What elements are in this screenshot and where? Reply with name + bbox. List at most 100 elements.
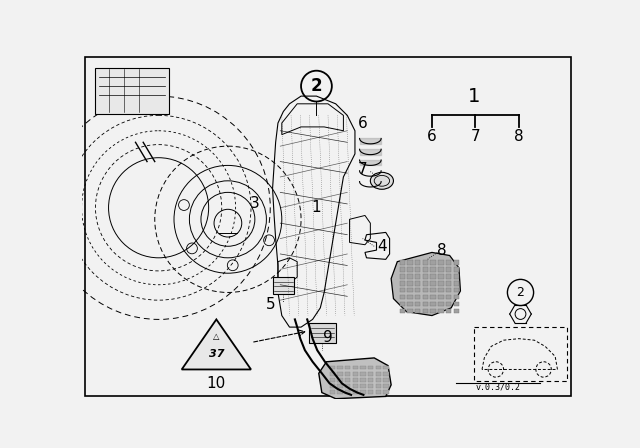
Bar (446, 274, 451, 279)
Bar (337, 390, 342, 394)
Bar (407, 302, 413, 306)
Bar (438, 295, 444, 299)
Bar (415, 260, 420, 265)
Bar (454, 260, 459, 265)
Bar (360, 390, 365, 394)
Bar (360, 378, 365, 382)
Bar (431, 295, 436, 299)
Bar (383, 366, 389, 370)
Bar (399, 274, 405, 279)
Bar (454, 302, 459, 306)
Bar (415, 267, 420, 271)
Bar (399, 267, 405, 271)
Bar (454, 288, 459, 293)
Bar (330, 366, 335, 370)
Bar (415, 288, 420, 293)
Polygon shape (182, 319, 251, 370)
Text: 2: 2 (516, 286, 524, 299)
Bar (415, 295, 420, 299)
Bar (431, 281, 436, 285)
Text: 7: 7 (358, 162, 367, 177)
Bar (360, 366, 365, 370)
Text: v.0.3/0.2: v.0.3/0.2 (476, 383, 520, 392)
Bar (422, 288, 428, 293)
Text: 9: 9 (323, 330, 333, 345)
Text: 4: 4 (377, 239, 387, 254)
Bar (376, 366, 381, 370)
Bar (454, 274, 459, 279)
Text: 37: 37 (209, 349, 224, 359)
Bar (431, 267, 436, 271)
Bar (407, 281, 413, 285)
Bar (407, 267, 413, 271)
Bar (431, 302, 436, 306)
Bar (454, 309, 459, 313)
Text: △: △ (213, 332, 220, 341)
Bar (353, 366, 358, 370)
Bar (399, 309, 405, 313)
Bar (337, 372, 342, 375)
Bar (422, 295, 428, 299)
Bar (407, 260, 413, 265)
Bar (330, 384, 335, 388)
Bar (337, 378, 342, 382)
Bar (95, 68, 168, 114)
Bar (446, 309, 451, 313)
Bar (368, 390, 373, 394)
Bar (438, 302, 444, 306)
Bar (399, 260, 405, 265)
Bar (454, 295, 459, 299)
Bar (383, 384, 389, 388)
Bar (438, 281, 444, 285)
Bar (368, 378, 373, 382)
Bar (415, 281, 420, 285)
Bar (446, 295, 451, 299)
Bar (422, 281, 428, 285)
Text: 8: 8 (437, 243, 447, 258)
Bar (345, 372, 350, 375)
Bar (431, 288, 436, 293)
Bar (438, 267, 444, 271)
Bar (353, 384, 358, 388)
Text: 10: 10 (207, 376, 226, 391)
Bar (415, 274, 420, 279)
Text: 5: 5 (266, 297, 275, 311)
Bar (273, 277, 294, 294)
Bar (330, 390, 335, 394)
Bar (383, 372, 389, 375)
Bar (345, 366, 350, 370)
Bar (438, 288, 444, 293)
Bar (454, 267, 459, 271)
Bar (353, 390, 358, 394)
Bar (438, 309, 444, 313)
Bar (368, 372, 373, 375)
Bar (368, 366, 373, 370)
Bar (438, 260, 444, 265)
Bar (422, 260, 428, 265)
Bar (337, 384, 342, 388)
Bar (345, 390, 350, 394)
Bar (415, 302, 420, 306)
Bar (353, 372, 358, 375)
Bar (446, 288, 451, 293)
Text: 7: 7 (470, 129, 480, 144)
Bar (474, 327, 566, 381)
Bar (407, 288, 413, 293)
Bar (454, 281, 459, 285)
Bar (407, 274, 413, 279)
Bar (422, 267, 428, 271)
Text: 8: 8 (514, 129, 524, 144)
Bar (383, 378, 389, 382)
Bar (330, 378, 335, 382)
Bar (446, 281, 451, 285)
Bar (376, 372, 381, 375)
Bar (376, 378, 381, 382)
Bar (422, 274, 428, 279)
Bar (399, 302, 405, 306)
Bar (360, 372, 365, 375)
Bar (345, 378, 350, 382)
Bar (422, 302, 428, 306)
Bar (308, 323, 336, 343)
Bar (368, 384, 373, 388)
Bar (446, 260, 451, 265)
